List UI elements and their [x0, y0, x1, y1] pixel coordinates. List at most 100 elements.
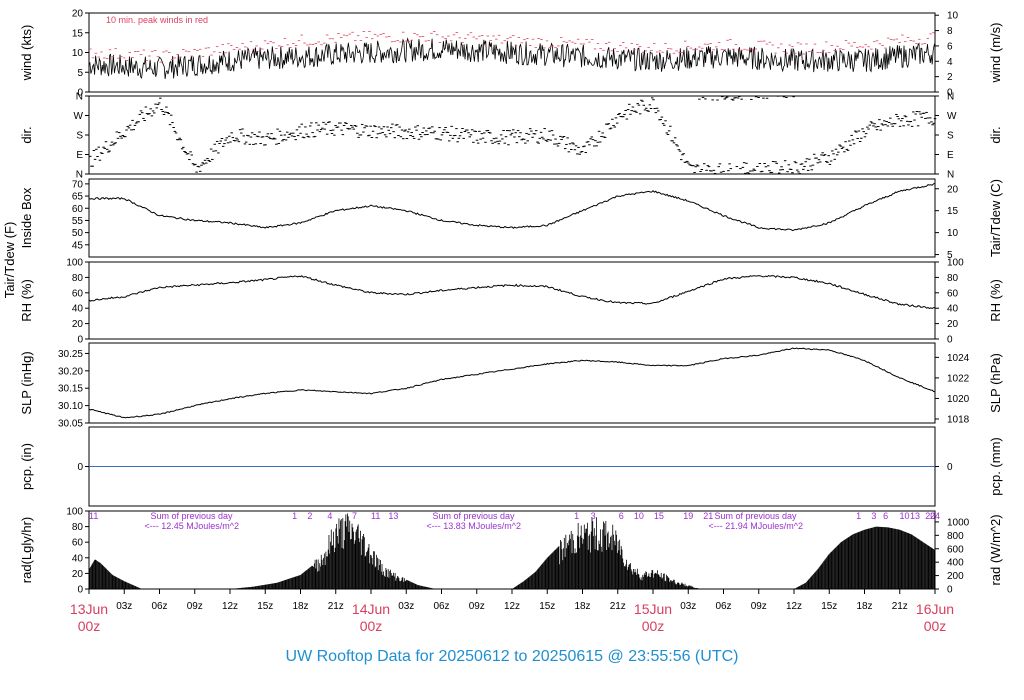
- ytick-label: W: [74, 111, 84, 122]
- ytick-label: 0: [77, 335, 83, 346]
- ylabel-temp: Tair/Tdew (F): [2, 222, 17, 299]
- ytick-right-label: 80: [947, 273, 959, 284]
- ytick-label: 30.10: [58, 401, 83, 412]
- ytick-right-label: W: [947, 111, 957, 122]
- ytick-label: 30.20: [58, 366, 83, 377]
- ytick-label: 20: [72, 569, 84, 580]
- ytick-right-label: 400: [947, 558, 964, 569]
- ytick-right-label: N: [947, 170, 954, 181]
- rad-hour-label: 2: [307, 511, 312, 521]
- ytick-right-label: 100: [947, 258, 964, 269]
- ytick-label: 80: [72, 522, 84, 533]
- ylabel-pcp: pcp. (in): [19, 443, 34, 490]
- ytick-label: 20: [72, 9, 84, 20]
- xtick-label: 06z: [715, 601, 731, 612]
- panel-frame: [88, 342, 936, 424]
- rad-note-head: Sum of previous day: [433, 511, 516, 521]
- rad-note-body: <--- 21.94 MJoules/m^2: [709, 521, 804, 531]
- date-label-time: 00z: [78, 618, 101, 634]
- rad-hour-label: 4: [327, 511, 332, 521]
- ytick-label: 45: [72, 240, 84, 251]
- rad-hour-label: 24: [930, 511, 940, 521]
- rh-line: [88, 275, 935, 309]
- xtick-label: 15z: [539, 601, 555, 612]
- xtick-label: 15z: [821, 601, 837, 612]
- xtick-label: 12z: [222, 601, 238, 612]
- ytick-right-label: 2: [947, 72, 953, 83]
- panel-pcp: 0 0 pcp. (in) pcp. (mm): [19, 426, 1003, 507]
- ytick-right-label: N: [947, 92, 954, 103]
- ytick-right-label: 1000: [947, 517, 970, 528]
- ylabel-right-dir: dir.: [988, 126, 1003, 143]
- ylabel-right-rad: rad (W/m^2): [988, 514, 1003, 585]
- ytick-label: 50: [72, 228, 84, 239]
- panel-wind: 0 5 10 15 20 0 2 4 6 8 10 wind (kts) wind (m/s) 10 mi…: [19, 9, 1003, 99]
- ytick-right-label: 15: [947, 206, 959, 217]
- ytick-label: N: [76, 170, 83, 181]
- ytick-right-label: 0: [947, 462, 953, 473]
- rad-note-head: Sum of previous day: [715, 511, 798, 521]
- ytick-right-label: 200: [947, 571, 964, 582]
- ytick-right-label: 4: [947, 57, 953, 68]
- ytick-label: S: [76, 131, 83, 142]
- panel-rad: 02040608010002004006008001000rad(Lgly/hr…: [19, 507, 1003, 596]
- xtick-label: 12z: [786, 601, 802, 612]
- ytick-label: 60: [72, 288, 84, 299]
- ytick-label: 20: [72, 319, 84, 330]
- ytick-label: 55: [72, 216, 84, 227]
- rad-hour-label: 6: [619, 511, 624, 521]
- xtick-label: 21z: [328, 601, 344, 612]
- ytick-right-label: 8: [947, 26, 953, 37]
- ytick-label: 0: [77, 88, 83, 99]
- panel-frame: [88, 261, 936, 340]
- ylabel-right-rh: RH (%): [988, 279, 1003, 322]
- ytick-right-label: 0: [947, 585, 953, 596]
- ytick-right-label: 10: [947, 228, 959, 239]
- ytick-label: 40: [72, 304, 84, 315]
- xtick-label: 06z: [151, 601, 167, 612]
- ytick-right-label: 0: [947, 88, 953, 99]
- ylabel-right-pcp: pcp. (mm): [988, 437, 1003, 496]
- ytick-label: 60: [72, 538, 84, 549]
- ytick-label: 100: [66, 507, 83, 518]
- ytick-right-label: 20: [947, 184, 959, 195]
- ytick-right-label: 1020: [947, 394, 970, 405]
- xtick-label: 03z: [680, 601, 696, 612]
- rad-hour-label: 13: [910, 511, 920, 521]
- date-label-day: 16Jun: [916, 601, 954, 617]
- rad-hour-label: 1: [856, 511, 861, 521]
- ytick-right-label: 1022: [947, 373, 970, 384]
- ytick-right-label: E: [947, 150, 954, 161]
- date-label-day: 15Jun: [634, 601, 672, 617]
- rad-hour-label: 20: [925, 511, 935, 521]
- panel-frame: [88, 178, 936, 258]
- rad-hour-label: 11: [89, 511, 98, 521]
- xtick-label: 09z: [187, 601, 203, 612]
- ytick-right-label: 5: [947, 250, 953, 261]
- ytick-right-label: 1024: [947, 353, 970, 364]
- date-label-day: 13Jun: [70, 601, 108, 617]
- rad-hour-label: 10: [899, 511, 909, 521]
- peak-wind-note: 10 min. peak winds in red: [106, 15, 208, 25]
- xtick-label: 21z: [610, 601, 626, 612]
- xtick-label: 06z: [433, 601, 449, 612]
- rad-hour-label: 10: [634, 511, 644, 521]
- rad-note-body: <--- 12.45 MJoules/m^2: [145, 521, 240, 531]
- rad-hour-label: 21: [703, 511, 713, 521]
- rad-note-body: <--- 13.83 MJoules/m^2: [427, 521, 522, 531]
- ytick-right-label: 6: [947, 41, 953, 52]
- xtick-label: 09z: [469, 601, 485, 612]
- ytick-right-label: 60: [947, 288, 959, 299]
- rad-hour-label: 1: [292, 511, 297, 521]
- rad-hour-label: 19: [683, 511, 693, 521]
- ylabel-dir: dir.: [19, 126, 34, 143]
- date-label-time: 00z: [924, 618, 947, 634]
- ytick-right-label: 40: [947, 304, 959, 315]
- ytick-right-label: 20: [947, 319, 959, 330]
- ytick-label: 0: [77, 462, 83, 473]
- xtick-label: 18z: [856, 601, 872, 612]
- ytick-label: 15: [72, 28, 84, 39]
- ytick-label: 65: [72, 192, 84, 203]
- ytick-label: E: [76, 150, 83, 161]
